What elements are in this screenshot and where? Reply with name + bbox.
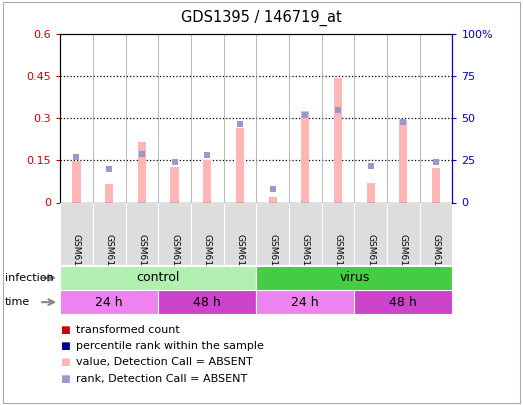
Bar — [268, 198, 277, 202]
Text: GSM61890: GSM61890 — [203, 234, 212, 283]
Text: GSM61888: GSM61888 — [170, 234, 179, 283]
Bar — [72, 161, 81, 202]
Text: 24 h: 24 h — [95, 296, 123, 309]
Text: 24 h: 24 h — [291, 296, 319, 309]
Text: infection: infection — [5, 273, 54, 283]
FancyBboxPatch shape — [355, 290, 452, 314]
FancyBboxPatch shape — [126, 202, 158, 265]
Text: GSM61893: GSM61893 — [268, 234, 277, 283]
Text: ■: ■ — [60, 374, 70, 384]
Text: GSM61886: GSM61886 — [72, 234, 81, 283]
Bar — [334, 78, 342, 202]
Text: percentile rank within the sample: percentile rank within the sample — [76, 341, 264, 351]
Text: control: control — [137, 271, 180, 284]
Text: GSM61896: GSM61896 — [366, 234, 375, 283]
Text: value, Detection Call = ABSENT: value, Detection Call = ABSENT — [76, 358, 253, 367]
FancyBboxPatch shape — [93, 202, 126, 265]
Text: rank, Detection Call = ABSENT: rank, Detection Call = ABSENT — [76, 374, 247, 384]
Text: GSM61891: GSM61891 — [138, 234, 146, 283]
Text: GSM61897: GSM61897 — [301, 234, 310, 283]
FancyBboxPatch shape — [158, 202, 191, 265]
Text: GSM61889: GSM61889 — [105, 234, 113, 283]
FancyBboxPatch shape — [224, 202, 256, 265]
Bar — [138, 142, 146, 202]
Text: ■: ■ — [60, 325, 70, 335]
Bar — [399, 120, 407, 202]
FancyBboxPatch shape — [289, 202, 322, 265]
FancyBboxPatch shape — [60, 266, 256, 290]
Bar — [105, 184, 113, 202]
Text: 48 h: 48 h — [390, 296, 417, 309]
FancyBboxPatch shape — [158, 290, 256, 314]
FancyBboxPatch shape — [256, 202, 289, 265]
Text: ■: ■ — [60, 358, 70, 367]
Bar — [432, 168, 440, 202]
Text: ■: ■ — [60, 341, 70, 351]
Bar — [301, 111, 310, 202]
Text: GSM61898: GSM61898 — [399, 234, 408, 283]
FancyBboxPatch shape — [256, 290, 355, 314]
Bar — [236, 128, 244, 202]
Bar — [367, 183, 375, 202]
Text: virus: virus — [339, 271, 370, 284]
FancyBboxPatch shape — [256, 266, 452, 290]
Text: GDS1395 / 146719_at: GDS1395 / 146719_at — [181, 10, 342, 26]
FancyBboxPatch shape — [387, 202, 419, 265]
FancyBboxPatch shape — [322, 202, 355, 265]
Bar — [170, 168, 179, 202]
FancyBboxPatch shape — [355, 202, 387, 265]
FancyBboxPatch shape — [60, 290, 158, 314]
Bar — [203, 160, 211, 202]
FancyBboxPatch shape — [419, 202, 452, 265]
FancyBboxPatch shape — [60, 202, 93, 265]
Text: time: time — [5, 297, 30, 307]
Text: transformed count: transformed count — [76, 325, 179, 335]
Text: 48 h: 48 h — [194, 296, 221, 309]
Text: GSM61900: GSM61900 — [431, 234, 440, 283]
FancyBboxPatch shape — [191, 202, 224, 265]
Text: GSM61899: GSM61899 — [334, 234, 343, 283]
Text: GSM61892: GSM61892 — [235, 234, 244, 283]
